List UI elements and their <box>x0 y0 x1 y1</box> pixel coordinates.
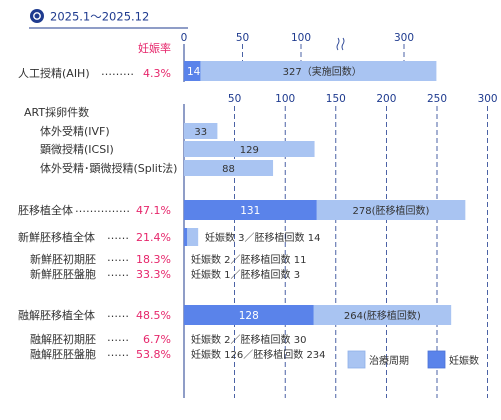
aih-rate: 4.3% <box>143 67 171 80</box>
aih-cycles-value: 327（実施回数） <box>283 65 362 78</box>
transfer-row-3-leader: …… <box>107 266 129 279</box>
art-tick-label: 100 <box>275 93 295 105</box>
transfer-row-5-label: 融解胚初期胚 <box>30 332 96 346</box>
transfer-row-6-rate: 53.8% <box>136 348 171 361</box>
art-tick-label: 50 <box>228 93 241 105</box>
art-tick-label: 200 <box>376 93 396 105</box>
transfer-row-4-leader: …… <box>107 307 129 320</box>
transfer-row-4-label: 融解胚移植全体 <box>18 308 95 322</box>
transfer-row-5-leader: …… <box>107 331 129 344</box>
aih-tick-label: 100 <box>291 32 311 44</box>
rate-column-header: 妊娠率 <box>138 41 171 55</box>
transfer-row-2-rate: 18.3% <box>136 253 171 266</box>
transfer-row-3-rate: 33.3% <box>136 268 171 281</box>
transfer-row-1-leader: …… <box>107 229 129 242</box>
art-tick-label: 150 <box>326 93 346 105</box>
art-tick-label: 300 <box>478 93 498 105</box>
transfer-row-0-label: 胚移植全体 <box>18 203 73 217</box>
transfer-cycles-value: 264(胚移植回数) <box>344 309 421 322</box>
transfer-row-6-leader: …… <box>107 346 129 359</box>
transfer-pregnancies-bar <box>184 228 188 246</box>
transfer-row-6-label: 融解胚胚盤胞 <box>30 347 96 361</box>
row-labels: 人工授精(AIH) ……… 4.3% 体外受精(IVF) 顕微授精(ICSI) 体外受精･… <box>18 65 177 361</box>
art-cycles-bar <box>184 160 274 176</box>
transfer-row-2-leader: …… <box>107 251 129 264</box>
art-cycles-bar <box>184 141 315 157</box>
transfer-note: 妊娠数 2／胚移植回数 11 <box>191 253 306 266</box>
legend-pregnancies-swatch <box>427 350 446 369</box>
period-bullet-inner-icon <box>33 12 41 20</box>
aih-axis-ticks: 050100300400 <box>181 32 414 44</box>
aih-cycles-bar <box>184 61 437 81</box>
transfer-note: 妊娠数 2／胚移植回数 30 <box>191 333 306 346</box>
transfer-note: 妊娠数 3／胚移植回数 14 <box>205 231 320 244</box>
art-row-label: 顕微授精(ICSI) <box>40 142 114 156</box>
transfer-row-0-rate: 47.1% <box>136 204 171 217</box>
axis-break-icon <box>336 37 345 51</box>
bars: 14 327（実施回数） 33 129 88 131 278(胚移植回数) 妊娠数 3／胚移植… <box>184 61 466 361</box>
art-cycles-value: 129 <box>240 145 259 156</box>
period-label: 2025.1〜2025.12 <box>50 10 149 24</box>
art-row-label: 体外受精(IVF) <box>40 124 110 138</box>
aih-tick-label: 50 <box>236 32 249 44</box>
transfer-pregnancies-bar <box>184 305 314 325</box>
transfer-note: 妊娠数 1／胚移植回数 3 <box>191 268 300 281</box>
legend-pregnancies-label: 妊娠数 <box>449 354 479 367</box>
transfer-row-0-leader: …………… <box>75 202 130 215</box>
transfer-note: 妊娠数 126／胚移植回数 234 <box>191 348 326 361</box>
transfer-pregnancies-value: 128 <box>239 310 259 322</box>
legend-cycles-swatch <box>347 350 366 369</box>
transfer-cycles-value: 278(胚移植回数) <box>353 204 430 217</box>
transfer-row-2-label: 新鮮胚初期胚 <box>30 252 96 266</box>
transfer-pregnancies-bar <box>184 200 317 220</box>
art-cycles-value: 88 <box>222 164 235 175</box>
period-header: 2025.1〜2025.12 <box>29 9 188 29</box>
legend: 治療周期 妊娠数 <box>347 350 479 369</box>
art-row-label: 体外受精･顕微授精(Split法) <box>40 161 177 175</box>
transfer-row-5-rate: 6.7% <box>143 333 171 346</box>
art-cycles-value: 33 <box>194 127 207 138</box>
period-bullet-icon <box>30 9 44 23</box>
transfer-pregnancies-value: 131 <box>240 205 260 217</box>
art-tick-label: 250 <box>427 93 447 105</box>
art-cycles-bar <box>184 123 218 139</box>
aih-label: 人工授精(AIH) <box>18 66 90 80</box>
aih-tick-label: 0 <box>181 32 188 44</box>
aih-tick-label: 300 <box>394 32 414 44</box>
aih-pregnancies-value: 14 <box>187 66 201 78</box>
art-axis-ticks: 50 100 150 200 250 300 <box>228 93 498 105</box>
aih-leader: ……… <box>101 65 134 78</box>
aih-pregnancies-bar <box>184 61 201 81</box>
transfer-row-3-label: 新鮮胚胚盤胞 <box>30 267 96 281</box>
transfer-row-4-rate: 48.5% <box>136 309 171 322</box>
art-section-title: ART採卵件数 <box>24 105 89 119</box>
transfer-cycles-bar <box>184 228 199 246</box>
transfer-row-1-label: 新鮮胚移植全体 <box>18 230 95 244</box>
transfer-row-1-rate: 21.4% <box>136 231 171 244</box>
legend-cycles-label: 治療周期 <box>369 354 409 367</box>
